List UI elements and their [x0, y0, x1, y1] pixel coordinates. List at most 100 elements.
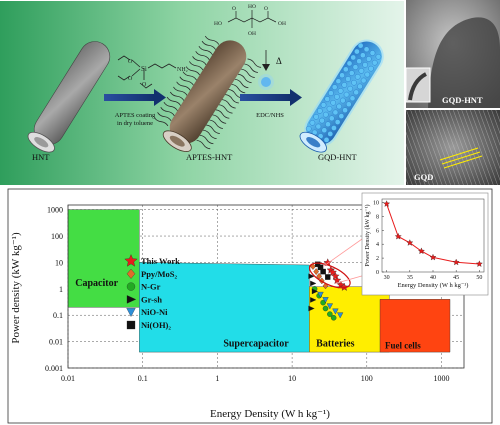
- tem-image-gqd: GQD: [406, 110, 500, 185]
- gqd-hnt-tube: [299, 39, 384, 153]
- region-label: Capacitor: [75, 278, 118, 289]
- legend-marker: [126, 282, 136, 291]
- inset-y-tick: 0: [376, 270, 379, 276]
- aptes-hnt-tube: [154, 35, 262, 152]
- y-tick-label: 0.1: [53, 311, 63, 320]
- stage-label-gqd-hnt: GQD-HNT: [318, 152, 358, 162]
- svg-text:O: O: [128, 76, 133, 82]
- inset-y-tick: 8: [376, 214, 379, 220]
- hnt-tube: [27, 41, 111, 153]
- inset-y-tick: 6: [376, 228, 379, 234]
- data-point: [327, 311, 333, 317]
- tem-label-gqd: GQD: [414, 172, 433, 182]
- region-fuel-cells: [379, 299, 451, 353]
- arrow-step-1: [104, 89, 166, 106]
- svg-text:HO: HO: [248, 4, 256, 10]
- step1-line-2: in dry toluene: [117, 120, 153, 127]
- x-tick-label: 100: [361, 374, 373, 383]
- data-point: [311, 288, 319, 295]
- data-point: [320, 268, 326, 275]
- data-point: [332, 275, 342, 284]
- arrow-step-2: [240, 89, 302, 106]
- y-axis-label: Power density (kW kg⁻¹): [10, 232, 22, 344]
- svg-text:Si: Si: [141, 65, 147, 73]
- tem-image-gqd-hnt: GQD-HNT: [405, 0, 500, 108]
- svg-text:O: O: [128, 59, 133, 65]
- x-tick-label: 10: [288, 374, 296, 383]
- svg-text:O: O: [232, 6, 236, 12]
- inset-x-label: Energy Density (W h kg⁻¹): [398, 282, 469, 289]
- y-tick-label: 0.01: [49, 338, 63, 347]
- data-point: [310, 280, 317, 287]
- x-tick-label: 0.1: [138, 374, 148, 383]
- inset-data-point: [418, 247, 425, 255]
- citric-acid-molecule: HO OH HO OH O O: [214, 4, 286, 37]
- synthesis-scheme: APTES coating in dry toluene Si O O O NH…: [0, 0, 500, 185]
- x-tick-label: 0.01: [61, 374, 75, 383]
- region-label: Fuel cells: [385, 340, 421, 350]
- stage-label-hnt: HNT: [32, 152, 50, 162]
- data-point: [322, 297, 329, 304]
- inset-data-point: [406, 239, 414, 246]
- svg-text:O: O: [264, 6, 268, 12]
- y-tick-label: 10: [55, 258, 63, 267]
- data-point: [326, 303, 333, 310]
- ragone-chart: 0.01 0.1 1 10 100 10000.0010.010.11101001000C…: [7, 188, 493, 424]
- aptes-molecule: Si O O O NH₂: [117, 55, 188, 89]
- data-point: [313, 268, 319, 275]
- inset-y-tick: 4: [376, 242, 379, 248]
- region-label: Batteries: [316, 339, 354, 350]
- inset-x-tick: 50: [476, 275, 482, 281]
- data-point: [324, 274, 331, 280]
- x-tick-label: 1000: [434, 374, 450, 383]
- legend-label: N-Gr: [141, 282, 161, 292]
- inset-x-tick: 30: [384, 275, 390, 281]
- data-point: [308, 305, 315, 312]
- legend-marker: [126, 295, 137, 304]
- data-point: [314, 261, 321, 268]
- legend-marker: [124, 254, 138, 267]
- y-tick-label: 0.001: [45, 364, 63, 373]
- inset-data-point: [429, 253, 437, 261]
- svg-text:OH: OH: [278, 21, 286, 27]
- legend-label: This Work: [141, 256, 180, 266]
- x-tick-label: 1: [215, 374, 219, 383]
- region-capacitor: [68, 209, 140, 308]
- highlight-ellipse: [308, 262, 351, 289]
- data-point: [317, 291, 324, 298]
- y-tick-label: 1000: [47, 206, 63, 215]
- data-point: [330, 315, 337, 321]
- svg-text:HO: HO: [214, 21, 222, 27]
- inset-data-point: [475, 260, 483, 267]
- step1-line-1: APTES coating: [115, 112, 156, 119]
- legend-marker: [126, 268, 136, 279]
- inset-panel: [361, 192, 489, 296]
- x-axis-label: Energy Density (W h kg⁻¹): [210, 408, 330, 420]
- legend-label: NiO-Ni: [141, 307, 168, 317]
- region-label: Supercapacitor: [223, 339, 289, 350]
- y-tick-label: 100: [51, 232, 63, 241]
- inset-data-point: [383, 200, 391, 207]
- data-point: [337, 312, 344, 319]
- svg-text:OH: OH: [248, 31, 256, 37]
- data-point: [340, 282, 349, 291]
- tem-label-gqd-hnt: GQD-HNT: [442, 95, 483, 105]
- inset-x-tick: 35: [407, 275, 413, 281]
- inset-data-point: [394, 232, 402, 240]
- svg-text:NH₂: NH₂: [177, 67, 188, 73]
- inset-y-tick: 2: [376, 256, 379, 262]
- legend-marker: [126, 308, 136, 317]
- heat-arrow: [262, 50, 270, 71]
- legend-label: Ni(OH)₂: [141, 320, 171, 330]
- data-point: [332, 308, 339, 315]
- data-point: [322, 305, 329, 312]
- heat-symbol: Δ: [276, 56, 282, 66]
- legend-label: Gr-sh: [141, 294, 162, 304]
- step2-label: EDC/NHS: [256, 112, 284, 119]
- y-tick-label: 1: [59, 285, 63, 294]
- inset-data-point: [452, 258, 460, 266]
- inset-y-label: Power Density (kW kg⁻¹): [364, 204, 371, 266]
- inset-x-tick: 45: [453, 275, 459, 281]
- inset-x-tick: 40: [430, 275, 436, 281]
